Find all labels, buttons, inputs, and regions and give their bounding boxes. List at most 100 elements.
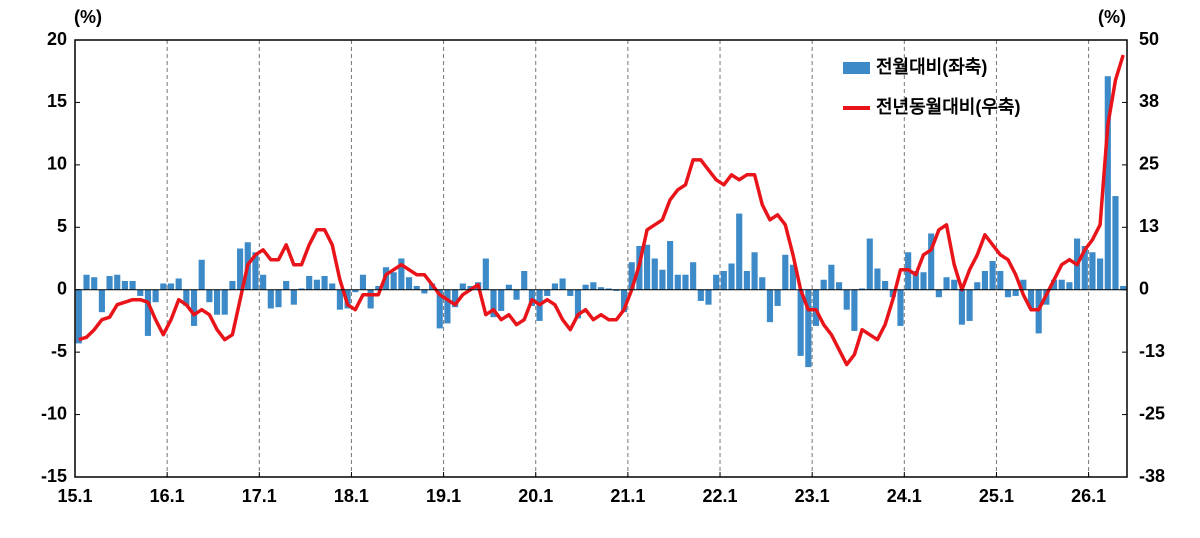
bar [528,289,535,306]
x-tick-label: 16.1 [150,486,185,506]
y2-tick-label: 38 [1139,91,1159,111]
bar [820,279,827,290]
bar [421,289,428,294]
bar [83,274,90,290]
bar [551,283,558,290]
bar [736,213,743,290]
bar [1066,282,1073,290]
bar [613,289,620,291]
bar [275,289,282,308]
bar [260,274,267,290]
bar [943,277,950,290]
bar [167,283,175,290]
bar [782,254,789,290]
bar [720,270,727,290]
bar [75,289,82,344]
bar [313,279,320,290]
bar [1012,289,1019,296]
bar [859,288,866,290]
y-tick-label: 5 [57,216,67,236]
bar [498,289,505,311]
bar [766,289,774,323]
bar [521,270,528,290]
bar [559,278,566,290]
y-tick-label: -15 [41,466,67,486]
bar [1097,258,1104,290]
bar [912,270,919,290]
bar [459,283,466,290]
x-tick-label: 21.1 [610,486,645,506]
bar [1020,279,1027,290]
y2-tick-label: -38 [1139,466,1165,486]
bar [713,274,720,290]
bar [505,284,512,290]
bar [306,275,313,290]
bar [743,270,750,290]
bar [751,252,758,290]
bar [951,279,958,290]
bar [659,269,666,290]
bar [482,258,489,290]
x-tick-label: 24.1 [887,486,922,506]
bar [183,289,190,306]
y-tick-label: -5 [51,341,67,361]
x-tick-label: 25.1 [979,486,1014,506]
bar [759,277,766,290]
x-tick-label: 17.1 [242,486,277,506]
bar [774,289,781,306]
bar [137,289,144,296]
bar [628,262,635,290]
bar [490,289,497,318]
y-tick-label: 15 [47,91,67,111]
bar [436,289,443,329]
bar [237,248,244,290]
bar [190,289,198,326]
bar [452,289,459,308]
bar [367,289,374,309]
bar [144,289,152,336]
y-tick-label: 0 [57,278,67,298]
bar [605,288,612,290]
bar [997,270,1004,290]
x-tick-label: 26.1 [1071,486,1106,506]
bar [398,258,405,290]
bar [298,288,305,290]
bar [1035,289,1042,334]
bar [1027,289,1035,309]
y-axis-label: (%) [74,7,102,27]
bar [1050,279,1058,290]
bar [682,274,689,290]
bar [544,289,551,296]
bar [229,280,236,290]
plot-frame [74,39,1128,478]
bar [981,270,989,290]
y2-tick-label: 50 [1139,29,1159,49]
bar [920,272,927,290]
bar [1112,196,1119,290]
bar [797,289,804,356]
bar [974,282,981,290]
bar [359,274,367,290]
y-tick-label: 10 [47,154,67,174]
bar [390,272,397,290]
bar [198,259,205,290]
bar [966,289,973,321]
bar [989,260,996,290]
bar [574,289,582,319]
bar [98,289,105,313]
bar [1004,289,1012,298]
bar [513,289,520,300]
bar [106,275,113,290]
bar [597,287,605,290]
bar [1058,279,1065,290]
bar [667,241,674,290]
x-tick-label: 15.1 [57,486,92,506]
x-tick-label: 20.1 [518,486,553,506]
bar [705,289,712,305]
y-tick-label: -10 [41,403,67,423]
bar [928,233,935,290]
bar [206,289,213,303]
y2-axis-label: (%) [1098,7,1126,27]
bar [1120,285,1127,290]
y2-tick-label: 0 [1139,278,1149,298]
